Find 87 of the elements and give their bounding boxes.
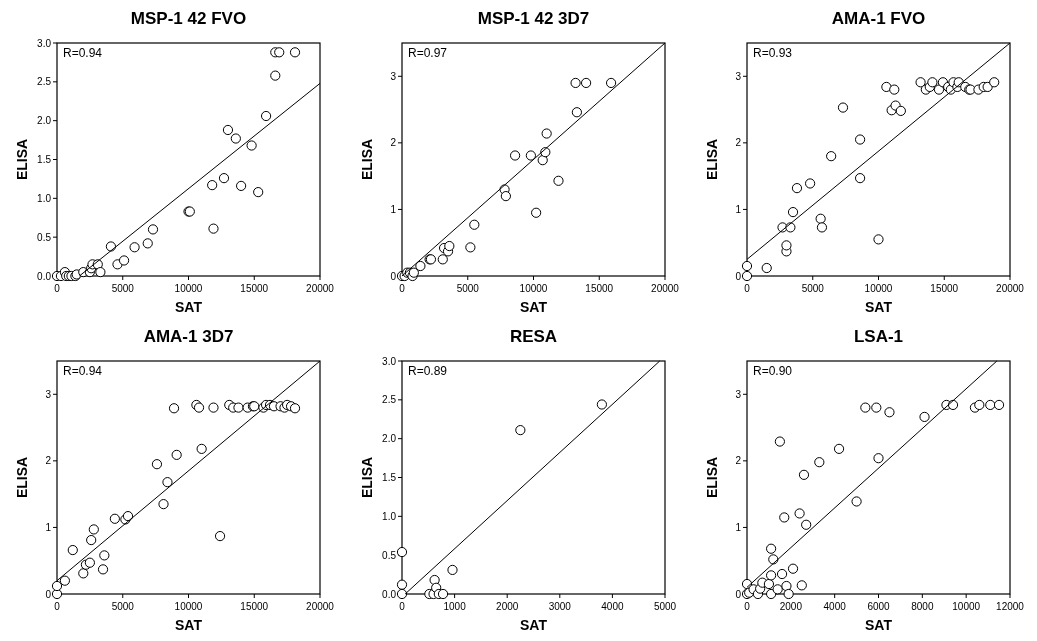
x-tick-label: 8000 bbox=[911, 601, 934, 612]
x-tick-label: 15000 bbox=[930, 283, 959, 294]
x-axis-title: SAT bbox=[865, 299, 893, 315]
x-axis-title: SAT bbox=[175, 299, 203, 315]
x-axis-title: SAT bbox=[520, 299, 548, 315]
y-tick-label: 0 bbox=[735, 588, 742, 600]
y-tick-label: 0.0 bbox=[382, 588, 397, 600]
y-axis-title: ELISA bbox=[359, 456, 375, 499]
x-axis-title: SAT bbox=[865, 617, 893, 633]
y-tick-label: 1.0 bbox=[37, 192, 52, 204]
x-tick-label: 20000 bbox=[996, 283, 1025, 294]
x-tick-label: 4000 bbox=[823, 601, 847, 612]
y-tick-label: 0.5 bbox=[382, 549, 397, 561]
y-axis-title: ELISA bbox=[14, 138, 30, 181]
x-tick-label: 5000 bbox=[456, 283, 480, 294]
x-tick-label: 0 bbox=[54, 283, 61, 294]
x-tick-label: 3000 bbox=[548, 601, 572, 612]
chart-title: MSP-1 42 3D7 bbox=[477, 9, 590, 28]
annotation: R=0.90 bbox=[753, 364, 793, 378]
y-tick-label: 2 bbox=[735, 455, 742, 467]
y-tick-label: 1.5 bbox=[382, 472, 397, 483]
y-tick-label: 2 bbox=[735, 137, 742, 149]
y-tick-label: 3 bbox=[45, 388, 52, 400]
annotation: R=0.93 bbox=[753, 46, 793, 60]
y-tick-label: 2 bbox=[45, 455, 52, 467]
y-tick-label: 1.0 bbox=[382, 510, 397, 522]
y-tick-label: 1.5 bbox=[37, 154, 52, 165]
x-tick-label: 20000 bbox=[306, 283, 335, 294]
y-tick-label: 3 bbox=[735, 388, 742, 400]
y-tick-label: 2 bbox=[390, 137, 397, 149]
x-tick-label: 15000 bbox=[585, 283, 614, 294]
y-tick-label: 0 bbox=[45, 588, 52, 600]
y-axis-title: ELISA bbox=[14, 456, 30, 499]
y-tick-label: 1 bbox=[45, 521, 52, 533]
x-tick-label: 0 bbox=[54, 601, 61, 612]
chart-title: MSP-1 42 FVO bbox=[130, 9, 247, 28]
y-tick-label: 0 bbox=[735, 270, 742, 282]
y-axis-title: ELISA bbox=[704, 138, 720, 181]
y-tick-label: 1 bbox=[390, 203, 397, 215]
y-tick-label: 2.0 bbox=[37, 115, 52, 127]
x-tick-label: 5000 bbox=[653, 601, 677, 612]
y-tick-label: 3.0 bbox=[382, 355, 397, 367]
x-axis-title: SAT bbox=[520, 617, 548, 633]
x-tick-label: 0 bbox=[744, 283, 751, 294]
chart-title: AMA-1 3D7 bbox=[143, 327, 234, 346]
x-tick-label: 2000 bbox=[779, 601, 803, 612]
y-axis-title: ELISA bbox=[704, 456, 720, 499]
annotation: R=0.89 bbox=[408, 364, 448, 378]
x-tick-label: 0 bbox=[399, 601, 406, 612]
chart-title: LSA-1 bbox=[853, 327, 904, 346]
x-tick-label: 5000 bbox=[111, 283, 135, 294]
annotation: R=0.94 bbox=[63, 46, 103, 60]
x-tick-label: 10000 bbox=[519, 283, 548, 294]
annotation: R=0.97 bbox=[408, 46, 448, 60]
y-tick-label: 0 bbox=[390, 270, 397, 282]
x-tick-label: 10000 bbox=[174, 601, 203, 612]
x-tick-label: 10000 bbox=[174, 283, 203, 294]
y-tick-label: 2.5 bbox=[382, 394, 397, 406]
x-tick-label: 5000 bbox=[111, 601, 135, 612]
chart-title: RESA bbox=[509, 327, 558, 346]
x-tick-label: 20000 bbox=[651, 283, 680, 294]
annotation: R=0.94 bbox=[63, 364, 103, 378]
y-tick-label: 1 bbox=[735, 521, 742, 533]
x-tick-label: 20000 bbox=[306, 601, 335, 612]
x-tick-label: 0 bbox=[399, 283, 406, 294]
x-tick-label: 10000 bbox=[952, 601, 981, 612]
x-tick-label: 2000 bbox=[496, 601, 519, 612]
y-tick-label: 0.5 bbox=[37, 231, 52, 243]
chart-title: AMA-1 FVO bbox=[831, 9, 926, 28]
y-tick-label: 2.0 bbox=[382, 433, 397, 445]
x-tick-label: 10000 bbox=[864, 283, 893, 294]
y-tick-label: 3 bbox=[735, 70, 742, 82]
x-tick-label: 0 bbox=[744, 601, 751, 612]
y-tick-label: 0.0 bbox=[37, 270, 52, 282]
x-tick-label: 6000 bbox=[867, 601, 891, 612]
y-tick-label: 3 bbox=[390, 70, 397, 82]
x-tick-label: 5000 bbox=[801, 283, 825, 294]
y-axis-title: ELISA bbox=[359, 138, 375, 181]
y-tick-label: 2.5 bbox=[37, 76, 52, 88]
x-tick-label: 4000 bbox=[601, 601, 624, 612]
y-tick-label: 1 bbox=[735, 203, 742, 215]
x-tick-label: 15000 bbox=[240, 601, 269, 612]
x-tick-label: 12000 bbox=[996, 601, 1025, 612]
x-tick-label: 1000 bbox=[443, 601, 467, 612]
x-axis-title: SAT bbox=[175, 617, 203, 633]
x-tick-label: 15000 bbox=[240, 283, 269, 294]
y-tick-label: 3.0 bbox=[37, 37, 52, 49]
